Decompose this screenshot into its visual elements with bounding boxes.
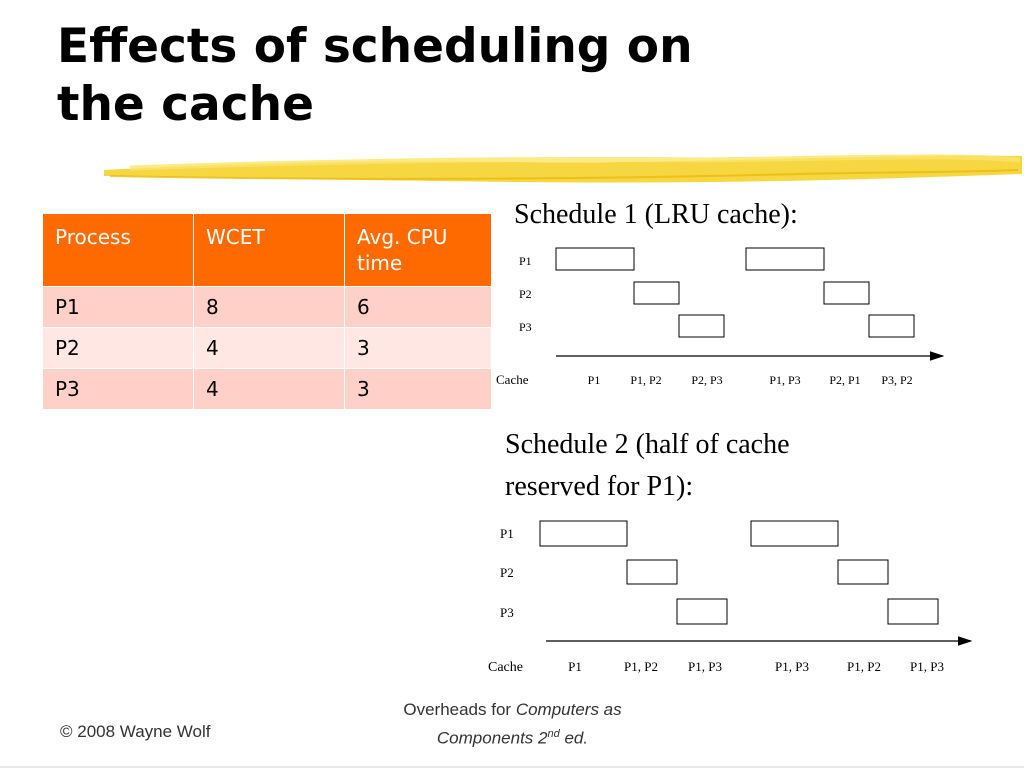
slide-title: Effects of scheduling on the cache: [57, 18, 837, 134]
schedule2-heading-line1: Schedule 2 (half of cache: [505, 429, 790, 460]
table-cell: P1: [42, 286, 194, 328]
schedule2-cache-label: Cache: [488, 660, 523, 675]
schedule1-cache-state: P1: [588, 373, 601, 387]
schedule1-cache-label: Cache: [496, 372, 529, 387]
schedule1-block-p2: [823, 281, 870, 305]
schedule2-label-p1: P1: [500, 526, 514, 541]
schedule1-cache-state: P1, P3: [769, 373, 800, 387]
col-header-avg-cpu-time: Avg. CPU time: [344, 213, 492, 287]
schedule2-cache-state: P1, P2: [624, 659, 658, 674]
schedule1-label-p3: P3: [519, 320, 532, 334]
highlighter-stroke-decoration: [104, 154, 1022, 183]
schedule2-cache-state: P1, P3: [910, 659, 944, 674]
schedule1-label-p1: P1: [519, 254, 532, 268]
overheads-footer: Overheads for Computers as Components 2n…: [370, 698, 655, 751]
schedule1-cache-state: P1, P2: [630, 373, 661, 387]
table-cell: 4: [193, 368, 345, 410]
schedule2-block-p2: [626, 559, 678, 585]
slide-title-line1: Effects of scheduling on: [57, 19, 693, 74]
bottom-divider: [0, 766, 1024, 768]
table-cell: 3: [344, 327, 492, 369]
schedule2-heading: Schedule 2 (half of cache reserved for P…: [505, 424, 905, 508]
schedule2-cache-state: P1: [568, 659, 582, 674]
copyright-footer: © 2008 Wayne Wolf: [60, 722, 211, 741]
col-header-wcet: WCET: [193, 213, 345, 287]
schedule2-label-p2: P2: [500, 565, 514, 580]
schedule1-cache-state: P2, P3: [691, 373, 722, 387]
table-row: P1 8 6: [42, 286, 492, 328]
schedule1-diagram: P1 P2 P3 Cache P1 P1, P2 P2, P3 P1, P3 P…: [496, 247, 945, 387]
table-cell: P3: [42, 368, 194, 410]
table-cell: 8: [193, 286, 345, 328]
schedule1-block-p1: [745, 247, 825, 271]
schedule1-block-p2: [633, 281, 680, 305]
schedule1-heading: Schedule 1 (LRU cache):: [514, 199, 798, 230]
schedule1-cache-state: P2, P1: [829, 373, 860, 387]
schedule2-block-p3: [676, 598, 728, 625]
schedule1-block-p1: [555, 247, 635, 271]
slide-title-line2: the cache: [57, 77, 314, 132]
footer-overheads-prefix: Overheads for: [403, 700, 516, 719]
table-cell: 4: [193, 327, 345, 369]
footer-book-title-b: Components 2: [436, 728, 548, 748]
schedule2-block-p3: [887, 598, 939, 625]
schedule2-heading-line2: reserved for P1):: [505, 471, 694, 502]
schedule2-cache-state: P1, P3: [688, 659, 722, 674]
schedule2-block-p1: [539, 520, 628, 547]
schedule2-block-p2: [837, 559, 889, 585]
footer-edition-suffix: ed.: [559, 728, 589, 748]
wcet-table: Process WCET Avg. CPU time P1 8 6 P2 4 3…: [42, 213, 492, 410]
schedule2-cache-state: P1, P3: [775, 659, 809, 674]
table-row: P3 4 3: [42, 368, 492, 410]
table-row: P2 4 3: [42, 327, 492, 369]
schedule2-block-p1: [750, 520, 839, 547]
schedule1-cache-state: P3, P2: [881, 373, 912, 387]
table-cell: 6: [344, 286, 492, 328]
schedule1-block-p3: [678, 314, 725, 338]
schedule2-cache-state: P1, P2: [847, 659, 881, 674]
schedule2-diagram: P1 P2 P3 Cache P1 P1, P2 P1, P3 P1, P3 P…: [488, 520, 973, 675]
table-cell: 3: [344, 368, 492, 410]
footer-edition-sup: nd: [547, 728, 560, 740]
schedule1-block-p3: [868, 314, 915, 338]
schedule1-label-p2: P2: [519, 287, 532, 301]
table-header-row: Process WCET Avg. CPU time: [42, 213, 492, 287]
schedule2-label-p3: P3: [500, 605, 514, 620]
table-cell: P2: [42, 327, 194, 369]
footer-book-title-a: Computers as: [515, 700, 622, 719]
